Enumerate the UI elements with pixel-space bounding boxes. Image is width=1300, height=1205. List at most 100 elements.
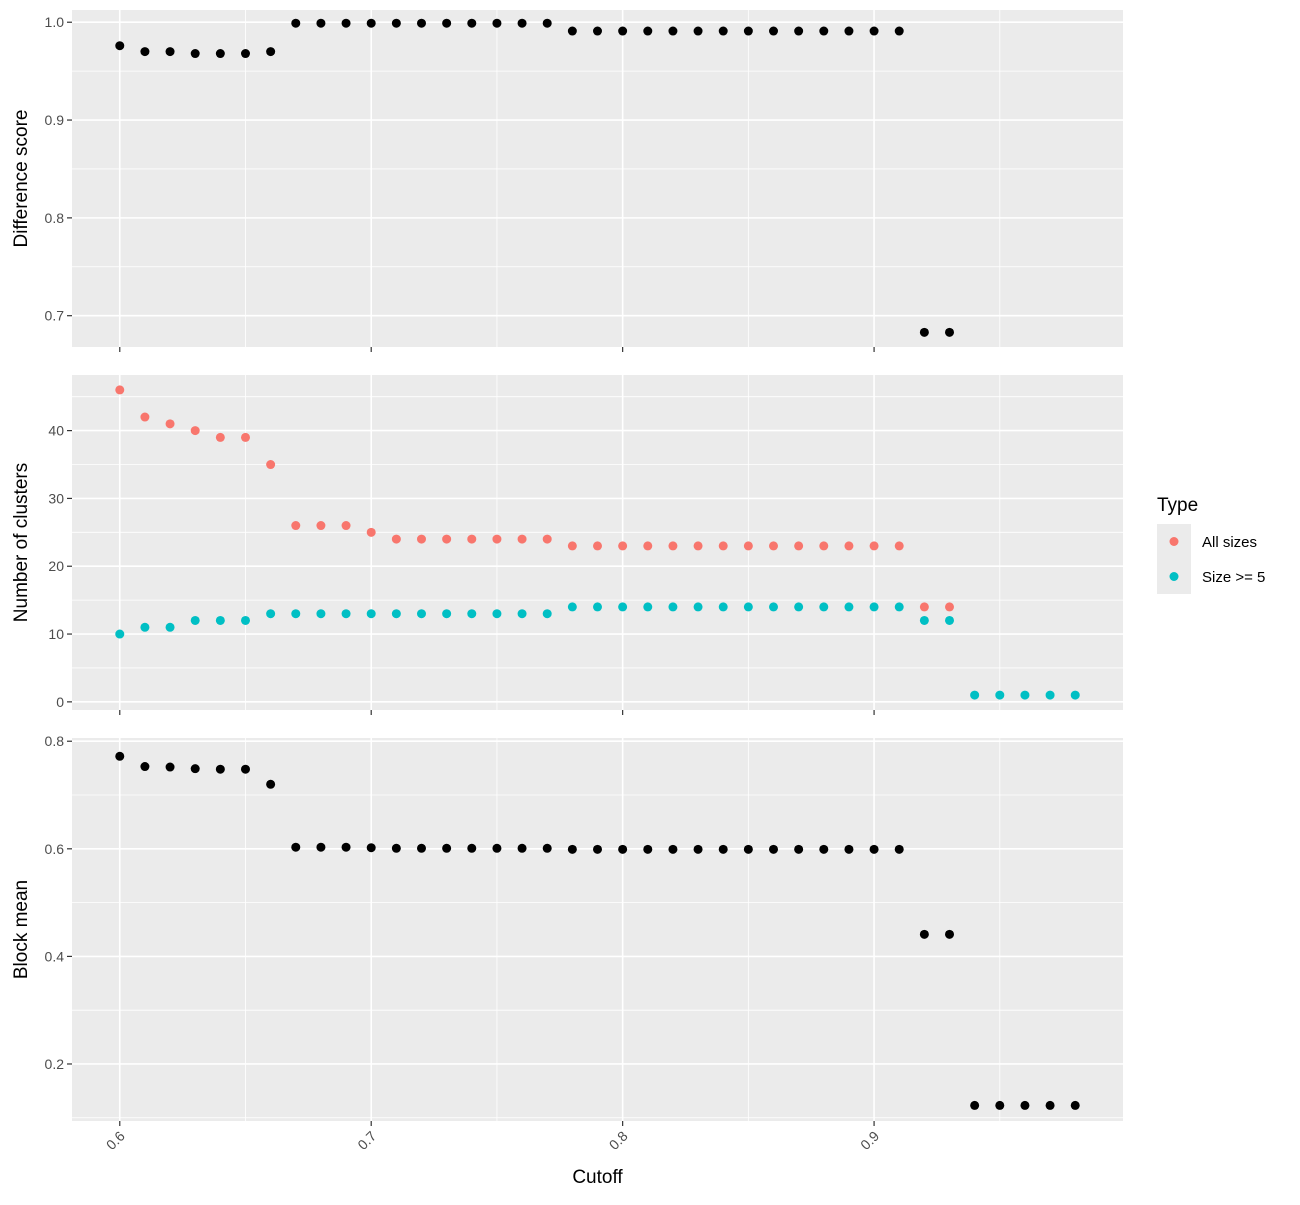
series-all-sizes xyxy=(115,385,955,612)
data-point xyxy=(869,844,879,854)
data-point xyxy=(391,18,401,28)
data-point xyxy=(215,615,225,625)
data-point xyxy=(618,844,628,854)
y-tick-label: 0.9 xyxy=(45,112,65,128)
data-point xyxy=(416,609,426,619)
data-point xyxy=(190,764,200,774)
data-point xyxy=(115,41,125,51)
data-point xyxy=(894,26,904,36)
data-point xyxy=(593,26,602,36)
data-point xyxy=(718,844,728,854)
data-point xyxy=(215,49,225,59)
series-1 xyxy=(115,751,1080,1110)
data-point xyxy=(341,842,351,852)
y-tick-label: 0.6 xyxy=(45,841,65,857)
data-point xyxy=(442,534,452,544)
data-point xyxy=(115,751,125,761)
data-point xyxy=(945,929,955,939)
data-point xyxy=(341,18,351,28)
data-point xyxy=(668,541,678,551)
data-point xyxy=(215,764,225,774)
data-point xyxy=(215,432,225,442)
data-point xyxy=(467,843,477,853)
data-point xyxy=(567,541,577,551)
data-point xyxy=(366,609,376,619)
data-point xyxy=(743,26,753,36)
data-point xyxy=(618,26,628,36)
data-point xyxy=(945,615,955,625)
data-point xyxy=(718,602,728,612)
data-point xyxy=(542,18,552,28)
data-point xyxy=(567,844,577,854)
data-point xyxy=(266,47,276,57)
x-tick-label: 0.9 xyxy=(857,1128,882,1153)
data-point xyxy=(416,843,426,853)
data-point xyxy=(240,764,250,774)
y-tick-label: 40 xyxy=(48,423,64,439)
data-point xyxy=(869,602,879,612)
data-point xyxy=(668,844,678,854)
data-point xyxy=(618,541,628,551)
data-point xyxy=(819,541,829,551)
y-tick-label: 0.7 xyxy=(45,308,65,324)
data-point xyxy=(970,690,980,700)
data-point xyxy=(291,521,301,531)
y-tick-label: 1.0 xyxy=(45,14,65,30)
panel-2: 0 10 20 30 40 Number of clusters xyxy=(11,375,1123,715)
y-tick-label: 0.8 xyxy=(45,733,65,749)
data-point xyxy=(593,844,602,854)
panel-background xyxy=(72,738,1123,1121)
data-point xyxy=(844,844,854,854)
data-point xyxy=(844,26,854,36)
data-point xyxy=(743,844,753,854)
data-point xyxy=(291,609,301,619)
data-point xyxy=(894,602,904,612)
data-point xyxy=(643,26,653,36)
data-point xyxy=(190,426,200,436)
data-point xyxy=(391,609,401,619)
data-point xyxy=(442,18,452,28)
x-tick-label: 0.6 xyxy=(103,1128,128,1153)
data-point xyxy=(643,602,653,612)
data-point xyxy=(668,602,678,612)
data-point xyxy=(316,18,326,28)
data-point xyxy=(894,541,904,551)
data-point xyxy=(517,609,527,619)
data-point xyxy=(995,690,1005,700)
data-point xyxy=(291,18,301,28)
y-axis-title: Number of clusters xyxy=(11,463,32,622)
data-point xyxy=(995,1100,1005,1110)
data-point xyxy=(492,843,502,853)
legend-key-point xyxy=(1169,537,1179,546)
data-point xyxy=(266,779,276,789)
legend-label: All sizes xyxy=(1202,534,1257,551)
data-point xyxy=(442,609,452,619)
data-point xyxy=(391,534,401,544)
data-point xyxy=(693,844,703,854)
y-tick-label: 0.4 xyxy=(45,948,65,964)
data-point xyxy=(266,460,276,470)
data-point xyxy=(316,609,326,619)
y-tick-label: 0.8 xyxy=(45,210,65,226)
data-point xyxy=(115,385,125,395)
data-point xyxy=(416,18,426,28)
data-point xyxy=(190,49,200,59)
data-point xyxy=(1020,1100,1030,1110)
data-point xyxy=(643,541,653,551)
y-tick-label: 20 xyxy=(48,558,64,574)
y-axis-title: Block mean xyxy=(11,880,32,979)
data-point xyxy=(467,534,477,544)
data-point xyxy=(240,615,250,625)
data-point xyxy=(593,602,602,612)
data-point xyxy=(542,843,552,853)
data-point xyxy=(492,609,502,619)
data-point xyxy=(869,26,879,36)
data-point xyxy=(894,844,904,854)
y-axis-title: Difference score xyxy=(11,110,32,248)
x-axis-title: Cutoff xyxy=(572,1167,623,1188)
data-point xyxy=(844,602,854,612)
data-point xyxy=(718,541,728,551)
data-point xyxy=(165,622,175,632)
data-point xyxy=(190,615,200,625)
